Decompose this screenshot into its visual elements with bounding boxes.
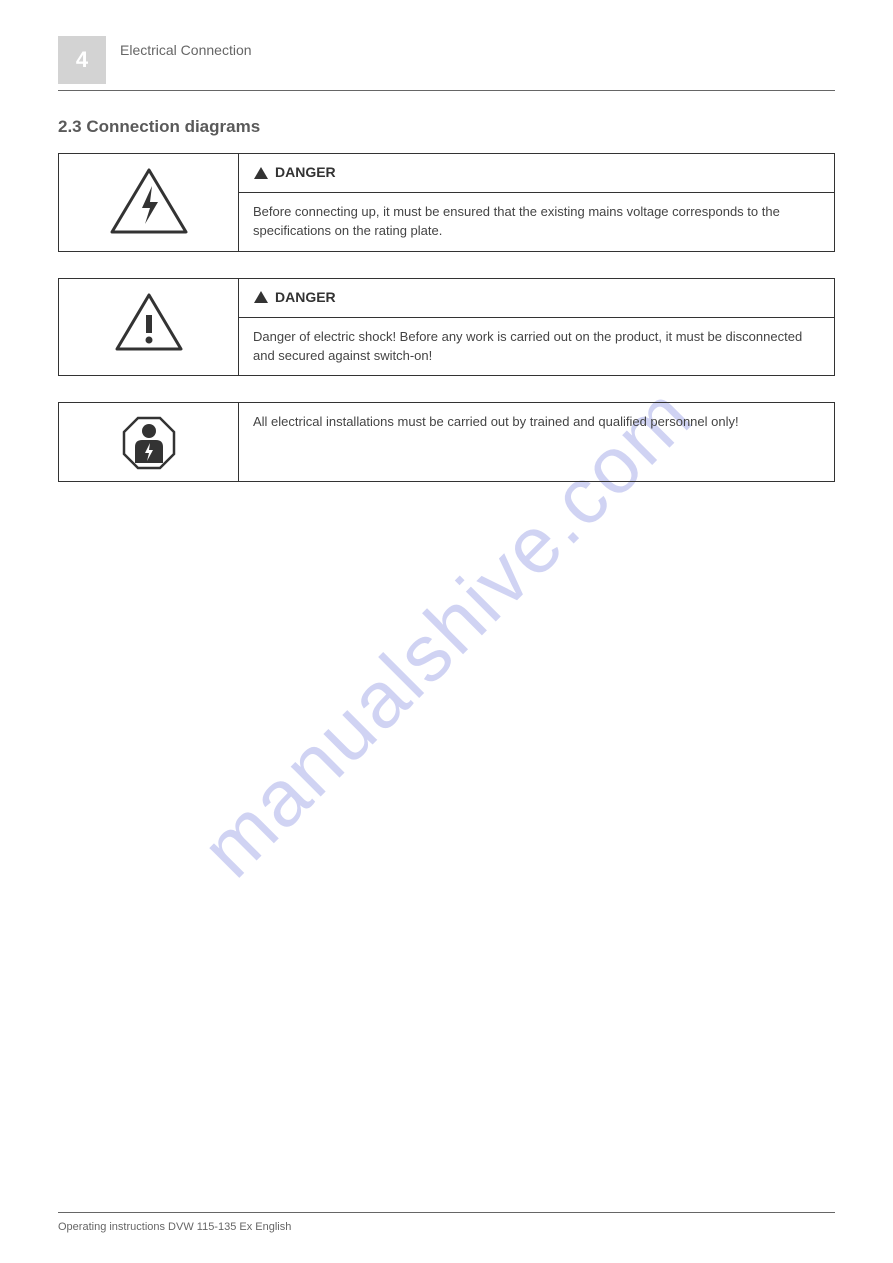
danger-label-cell-2: DANGER xyxy=(239,278,835,317)
info-block-3: All electrical installations must be car… xyxy=(58,402,835,482)
danger-body-2: Danger of electric shock! Before any wor… xyxy=(239,317,835,376)
high-voltage-icon xyxy=(108,166,190,238)
info-body-3: All electrical installations must be car… xyxy=(239,403,835,482)
electrician-icon-cell xyxy=(59,403,239,482)
danger-label-1: DANGER xyxy=(275,164,336,180)
header-separator xyxy=(58,90,835,91)
page-header: 4 Electrical Connection xyxy=(58,36,835,84)
section-heading: 2.3 Connection diagrams xyxy=(58,117,835,137)
high-voltage-icon-cell xyxy=(59,154,239,252)
page-footer: Operating instructions DVW 115-135 Ex En… xyxy=(58,1212,835,1233)
danger-label-cell-1: DANGER xyxy=(239,154,835,193)
warning-small-icon xyxy=(253,290,269,304)
footer-text: Operating instructions DVW 115-135 Ex En… xyxy=(58,1221,835,1233)
page-number-box: 4 xyxy=(58,36,106,84)
danger-label-2: DANGER xyxy=(275,289,336,305)
danger-block-1: DANGER Before connecting up, it must be … xyxy=(58,153,835,252)
warning-exclamation-icon xyxy=(113,291,185,355)
footer-separator xyxy=(58,1212,835,1213)
danger-body-1: Before connecting up, it must be ensured… xyxy=(239,193,835,252)
page-number: 4 xyxy=(76,47,88,73)
warning-small-icon xyxy=(253,166,269,180)
page-title: Electrical Connection xyxy=(120,36,252,58)
warning-icon-cell xyxy=(59,278,239,376)
danger-block-2: DANGER Danger of electric shock! Before … xyxy=(58,278,835,377)
electrician-icon xyxy=(121,415,177,471)
